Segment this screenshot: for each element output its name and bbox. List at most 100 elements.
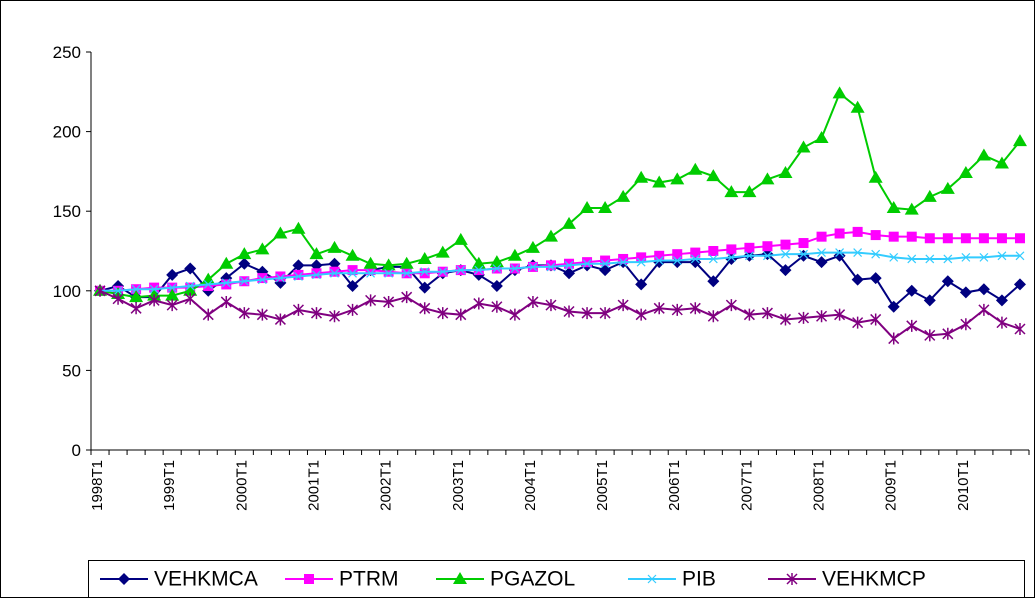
point — [708, 246, 719, 256]
point — [564, 260, 574, 270]
series-line — [99, 91, 1021, 299]
y-tick-label: 150 — [53, 202, 81, 221]
point — [148, 294, 160, 307]
point — [616, 189, 631, 202]
point — [888, 231, 899, 242]
point — [940, 181, 955, 194]
point — [907, 254, 917, 264]
point — [796, 140, 811, 153]
point — [383, 266, 394, 277]
point — [906, 319, 918, 332]
point — [112, 292, 124, 305]
point — [707, 310, 719, 323]
point — [816, 310, 828, 323]
point — [310, 307, 323, 320]
point — [726, 252, 736, 262]
point — [690, 247, 701, 258]
point — [853, 248, 863, 258]
series-markers — [94, 284, 1026, 345]
point — [527, 295, 539, 308]
point — [814, 130, 829, 143]
point — [256, 308, 268, 321]
point — [672, 256, 682, 265]
x-tick-label: 1999T1 — [161, 460, 178, 511]
point — [419, 302, 431, 315]
point — [996, 233, 1007, 244]
point — [743, 308, 755, 321]
point — [744, 251, 754, 261]
point — [724, 185, 739, 198]
point — [634, 170, 649, 183]
x-tick-label: 2010T1 — [955, 460, 972, 511]
point — [183, 283, 198, 296]
y-tick-label: 200 — [53, 123, 81, 142]
point — [562, 216, 577, 229]
point — [273, 226, 288, 239]
point — [455, 308, 467, 321]
point — [889, 252, 899, 262]
point — [131, 284, 141, 294]
point — [760, 172, 775, 185]
series-line — [100, 251, 1020, 292]
point — [399, 256, 414, 269]
point — [654, 250, 665, 261]
point — [725, 252, 738, 265]
point — [851, 273, 864, 286]
point — [870, 230, 881, 241]
point — [437, 307, 449, 320]
point — [167, 283, 177, 293]
point — [817, 248, 826, 258]
point — [726, 244, 737, 255]
point — [292, 303, 304, 316]
point — [507, 248, 522, 261]
point — [976, 148, 991, 161]
point — [742, 185, 757, 198]
point — [1012, 134, 1027, 147]
legend-marker — [304, 574, 314, 584]
point — [887, 300, 900, 313]
point — [797, 249, 810, 262]
point — [815, 256, 828, 269]
point — [906, 231, 917, 242]
point — [582, 259, 592, 269]
point — [618, 253, 629, 264]
point — [652, 175, 667, 188]
point — [761, 307, 773, 320]
legend-marker — [647, 574, 657, 584]
legend-marker — [118, 573, 130, 585]
point — [654, 256, 664, 265]
point — [707, 275, 720, 288]
point — [129, 290, 144, 303]
point — [528, 262, 538, 272]
point — [635, 308, 647, 321]
x-tick-label: 2008T1 — [811, 460, 828, 511]
point — [130, 302, 142, 315]
point — [1014, 233, 1025, 244]
point — [600, 255, 611, 266]
point — [348, 268, 357, 278]
point — [653, 302, 665, 315]
point — [958, 165, 973, 178]
point — [689, 302, 701, 315]
point — [852, 316, 864, 329]
x-tick-label: 2000T1 — [233, 460, 250, 511]
point — [346, 280, 359, 293]
point — [925, 254, 935, 264]
point — [525, 240, 540, 253]
point — [219, 256, 234, 269]
point — [365, 265, 376, 276]
x-tick-label: 2003T1 — [450, 460, 467, 511]
point — [995, 294, 1008, 307]
point — [832, 86, 847, 99]
x-tick-label: 2002T1 — [378, 460, 395, 511]
y-tick-label: 100 — [53, 282, 81, 301]
point — [384, 268, 394, 278]
point — [149, 282, 160, 293]
series-line — [99, 289, 1021, 340]
point — [1015, 251, 1025, 261]
point — [309, 247, 324, 260]
point — [563, 305, 575, 318]
point — [996, 316, 1008, 329]
